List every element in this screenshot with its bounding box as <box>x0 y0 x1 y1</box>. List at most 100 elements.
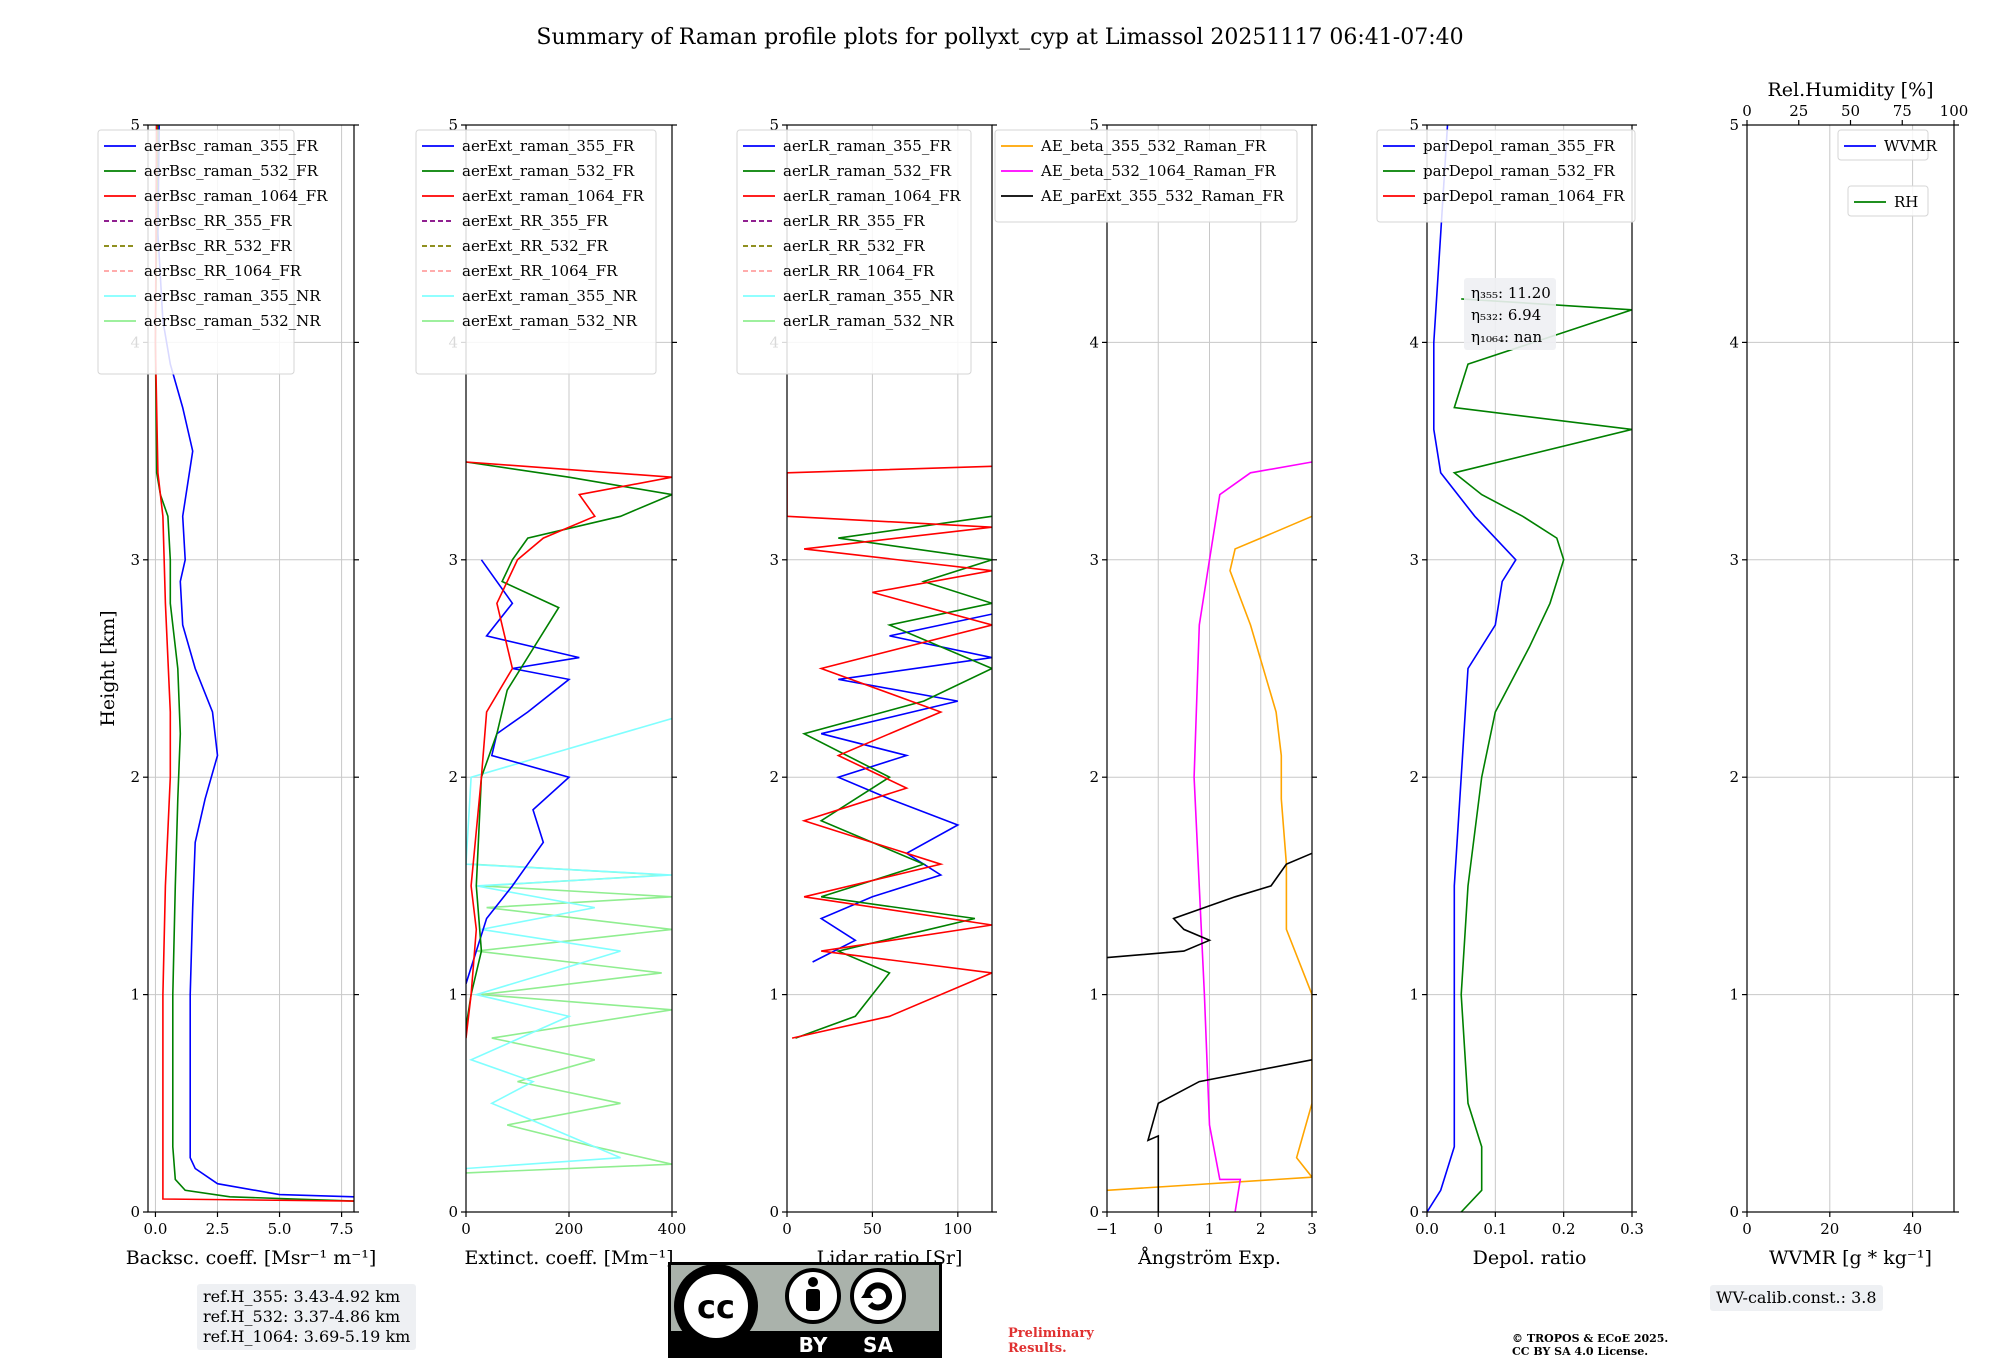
xtick-label-ae-0: −1 <box>1096 1220 1118 1238</box>
series-line-depol-1 <box>1452 298 1632 1212</box>
eta-line-0: η₃₅₅: 11.20 <box>1471 284 1551 302</box>
ytick-label-depol-5: 5 <box>1409 116 1419 134</box>
ytick-label-lr-0: 0 <box>769 1203 779 1221</box>
legend-label-ae-1: AE_beta_532_1064_Raman_FR <box>1040 162 1276 180</box>
series-line-ae-0 <box>1107 515 1312 1192</box>
ytick-label-ae-1: 1 <box>1089 986 1099 1004</box>
legend-label-bsc-6: aerBsc_raman_355_NR <box>144 287 321 305</box>
ytick-label-wv-0: 0 <box>1729 1203 1739 1221</box>
legend-label-bsc-2: aerBsc_raman_1064_FR <box>144 187 328 205</box>
series-line-ext-3 <box>466 461 672 1028</box>
ytick-label-lr-1: 1 <box>769 986 779 1004</box>
xtick-label-ext-2: 400 <box>658 1220 687 1238</box>
legend-label-bsc-4: aerBsc_RR_532_FR <box>144 237 292 255</box>
series-line-ae-1 <box>1193 461 1312 1212</box>
xtick-label-bsc-0: 0.0 <box>144 1220 168 1238</box>
axes-frame-wv <box>1746 124 1955 1213</box>
sa-share-icon <box>850 1268 906 1324</box>
xlabel-wv: WVMR [g * kg⁻¹] <box>1769 1247 1932 1269</box>
legend-label-lr-3: aerLR_RR_355_FR <box>783 212 925 230</box>
legend-label-lr-2: aerLR_raman_1064_FR <box>783 187 961 205</box>
by-label: BY <box>799 1333 828 1357</box>
xtick-label-ae-2: 1 <box>1205 1220 1215 1238</box>
top-xtick-label-2: 50 <box>1841 102 1860 120</box>
xlabel-depol: Depol. ratio <box>1473 1247 1587 1269</box>
xlabel-bsc: Backsc. coeff. [Msr⁻¹ m⁻¹] <box>126 1247 377 1269</box>
eta-line-1: η₅₃₂: 6.94 <box>1471 306 1541 324</box>
refH-1064: ref.H_1064: 3.69-5.19 km <box>203 1327 411 1346</box>
legend-frame <box>736 129 972 375</box>
legend-label-ext-7: aerExt_raman_532_NR <box>462 312 638 330</box>
refH-355: ref.H_355: 3.43-4.92 km <box>203 1287 401 1306</box>
copyright-line1: © TROPOS & ECoE 2025. <box>1512 1332 1669 1345</box>
series-line-ae-2 <box>1146 1059 1312 1212</box>
ytick-label-bsc-1: 1 <box>130 986 140 1004</box>
series-line-lr-0 <box>812 613 992 963</box>
preliminary-note: Preliminary Results. <box>1008 1326 1094 1356</box>
eta-line-2: η₁₀₆₄: nan <box>1471 328 1542 346</box>
series-line-ext-4 <box>466 461 672 1039</box>
top-xlabel-wv: Rel.Humidity [%] <box>1767 79 1933 101</box>
xtick-label-depol-2: 0.2 <box>1552 1220 1576 1238</box>
legend-frame <box>97 129 295 375</box>
legend-label-depol-2: parDepol_raman_1064_FR <box>1423 187 1625 205</box>
xtick-label-ae-3: 2 <box>1256 1220 1266 1238</box>
eta-box <box>1464 278 1556 350</box>
series-line-bsc-2 <box>154 125 354 1202</box>
legend-ae: AE_beta_355_532_Raman_FR AE_beta_532_1064… <box>994 129 1298 223</box>
legend-wv: WVMR <box>1837 129 1938 161</box>
ytick-label-bsc-3: 3 <box>130 551 140 569</box>
eta-annotation: η₃₅₅: 11.20 η₅₃₂: 6.94 η₁₀₆₄: nan <box>1464 278 1556 350</box>
top-xtick-label-3: 75 <box>1893 102 1912 120</box>
ytick-label-wv-5: 5 <box>1729 116 1739 134</box>
top-xtick-label-0: 0 <box>1742 102 1752 120</box>
legend-label-lr-4: aerLR_RR_532_FR <box>783 237 925 255</box>
legend-label-ae-0: AE_beta_355_532_Raman_FR <box>1040 137 1267 155</box>
legend-label-bsc-5: aerBsc_RR_1064_FR <box>144 262 302 280</box>
legend-label-depol-0: parDepol_raman_355_FR <box>1423 137 1616 155</box>
legend-label-wv-0: WVMR <box>1884 137 1938 155</box>
legend-bsc: aerBsc_raman_355_FR aerBsc_raman_532_FRae… <box>97 129 328 375</box>
reference-height-box: ref.H_355: 3.43-4.92 km ref.H_532: 3.37-… <box>197 1284 417 1350</box>
ytick-label-ae-0: 0 <box>1089 1203 1099 1221</box>
legend-frame <box>994 129 1298 223</box>
figure-title: Summary of Raman profile plots for polly… <box>536 25 1463 50</box>
axes-frame-bsc <box>147 124 355 1213</box>
xtick-label-ae-1: 0 <box>1153 1220 1163 1238</box>
series-line-lr-2 <box>787 465 992 1039</box>
ytick-label-depol-0: 0 <box>1409 1203 1419 1221</box>
legend-label-lr-5: aerLR_RR_1064_FR <box>783 262 935 280</box>
legend-depol: parDepol_raman_355_FR parDepol_raman_532_… <box>1376 129 1636 223</box>
legend-label-bsc-7: aerBsc_raman_532_NR <box>144 312 321 330</box>
ytick-label-ext-5: 5 <box>448 116 458 134</box>
ytick-label-ae-4: 4 <box>1089 333 1099 351</box>
axes-frame-lr <box>786 124 993 1213</box>
ytick-label-depol-3: 3 <box>1409 551 1419 569</box>
legend-label-ae-2: AE_parExt_355_532_Raman_FR <box>1040 187 1285 205</box>
ytick-label-bsc-2: 2 <box>130 768 140 786</box>
legend-label-bsc-3: aerBsc_RR_355_FR <box>144 212 292 230</box>
xtick-label-wv-2: 40 <box>1903 1220 1922 1238</box>
xtick-label-lr-0: 0 <box>782 1220 792 1238</box>
xtick-label-lr-2: 100 <box>944 1220 973 1238</box>
ytick-label-lr-2: 2 <box>769 768 779 786</box>
series-line-ae-3 <box>1107 852 1312 959</box>
wv-calibration-box: WV-calib.const.: 3.8 <box>1710 1285 1883 1311</box>
cc-by-sa-badge: cc BY SA <box>668 1262 942 1358</box>
ylabel-bsc: Height [km] <box>97 610 119 726</box>
ytick-label-depol-2: 2 <box>1409 768 1419 786</box>
legend-frame <box>415 129 657 375</box>
preliminary-line1: Preliminary <box>1008 1326 1094 1341</box>
ytick-label-ext-0: 0 <box>448 1203 458 1221</box>
cc-text: cc <box>697 1288 735 1326</box>
legend-label-ext-0: aerExt_raman_355_FR <box>462 137 635 155</box>
ytick-label-ext-3: 3 <box>448 551 458 569</box>
ytick-label-depol-1: 1 <box>1409 986 1419 1004</box>
ytick-label-ae-2: 2 <box>1089 768 1099 786</box>
xtick-label-ae-4: 3 <box>1307 1220 1317 1238</box>
ytick-label-lr-5: 5 <box>769 116 779 134</box>
panel-ext: 0123450200400Extinct. coeff. [Mm⁻¹]aerEx… <box>415 116 687 1269</box>
ytick-label-bsc-0: 0 <box>130 1203 140 1221</box>
